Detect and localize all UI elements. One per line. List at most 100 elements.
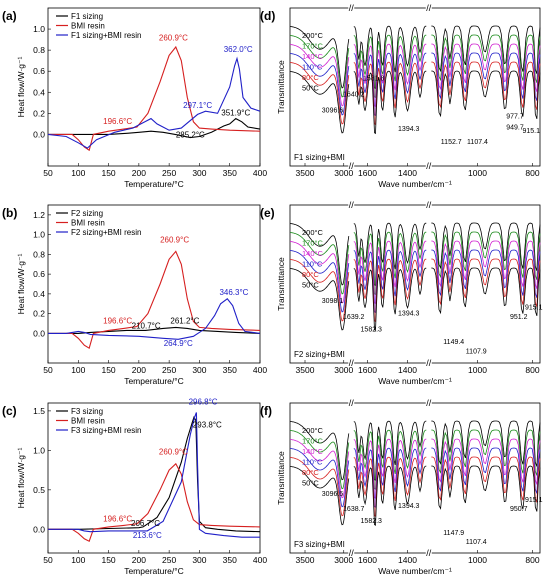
band-label: 1107.4 [467, 139, 488, 146]
spectrum-line [431, 456, 541, 503]
axis-break-mark: // [349, 3, 355, 13]
temperature-label: 110°C [302, 63, 323, 72]
peak-annotation: 210.7°C [132, 321, 161, 330]
x-tick-label: 50 [43, 365, 53, 375]
y-axis-label: Transmittance [276, 257, 286, 311]
legend-entry: F3 sizing [71, 407, 103, 416]
sample-label: F2 sizing+BMI [294, 350, 345, 359]
temperature-label: 140°C [302, 249, 324, 258]
series-line [48, 462, 261, 542]
peak-annotation: 206.7°C [131, 519, 160, 528]
y-tick-label: 0.8 [33, 45, 45, 55]
axis-break-gap [425, 361, 432, 365]
peak-annotation: 297.1°C [183, 101, 212, 110]
legend-entry: BMI resin [71, 417, 105, 426]
x-tick-label: 300 [192, 365, 206, 375]
temperature-label: 140°C [302, 52, 324, 61]
plot-frame [47, 7, 261, 167]
temperature-label: 170°C [302, 437, 324, 446]
x-tick-label: 150 [101, 168, 115, 178]
x-tick-label: 50 [43, 168, 53, 178]
band-label: 1152.7 [441, 139, 462, 146]
band-label: 1394.3 [398, 311, 420, 318]
spectrum-line [353, 52, 427, 117]
peak-annotation: 260.9°C [159, 447, 188, 456]
spectrum-line [431, 429, 541, 476]
legend-entry: F3 sizing+BMI resin [71, 426, 141, 435]
plot-frame [289, 7, 541, 167]
x-tick-label: 3000 [334, 168, 353, 178]
y-tick-label: 0.2 [33, 309, 45, 319]
ftir-panel-f: // // // // 3500 3000 1600 1400 1000 800 Wave numb… [260, 398, 543, 576]
dsc-panel-c: 50 100 150 200 250 300 350 400 0.0 0.5 1.0 1.5 Tempe… [2, 398, 267, 576]
axis-break-gap [348, 551, 355, 555]
spectrum-line [431, 52, 541, 102]
spectrum-line [289, 259, 350, 322]
x-tick-label: 1600 [358, 365, 377, 375]
legend-entry: F2 sizing [71, 209, 103, 218]
x-tick-label: 100 [71, 555, 85, 565]
y-tick-label: 1.0 [33, 230, 45, 240]
axis-break-mark: // [426, 3, 432, 13]
x-tick-label: 200 [132, 365, 146, 375]
x-tick-label: 1600 [358, 168, 377, 178]
spectrum-line [431, 34, 541, 84]
y-axis-label: Transmittance [276, 60, 286, 114]
spectrum-line [431, 231, 541, 281]
peak-annotation: 196.6°C [103, 514, 132, 523]
x-tick-label: 250 [162, 365, 176, 375]
panel-label: (c) [2, 404, 17, 418]
spectrum-line [289, 62, 350, 125]
x-tick-label: 150 [101, 365, 115, 375]
axis-break-gap [425, 551, 432, 555]
axis-break-mark: // [426, 358, 432, 368]
y-axis-label: Heat flow/W·g⁻¹ [16, 253, 26, 314]
legend-entry: BMI resin [71, 219, 105, 228]
peak-annotation: 293.8°C [193, 420, 222, 429]
x-axis-label: Temperature/°C [124, 376, 184, 386]
axis-break-mark: // [349, 161, 355, 171]
spectrum-line [353, 222, 427, 287]
band-label: 950.7 [510, 506, 528, 513]
x-tick-label: 1000 [468, 168, 487, 178]
spectrum-line [289, 439, 350, 499]
spectrum-line [289, 250, 350, 313]
axis-break-gap [348, 402, 355, 405]
x-tick-label: 50 [43, 555, 53, 565]
band-label: 1581.8 [363, 76, 385, 83]
x-tick-label: 400 [253, 365, 267, 375]
y-tick-label: 0.6 [33, 66, 45, 76]
spectrum-line [289, 448, 350, 508]
peak-annotation: 260.9°C [159, 34, 188, 43]
temperature-label: 80°C [302, 73, 319, 82]
spectrum-line [431, 258, 541, 308]
y-tick-label: 1.0 [33, 24, 45, 34]
y-tick-label: 0.4 [33, 289, 45, 299]
spectrum-line [431, 438, 541, 485]
spectrum-line [431, 43, 541, 93]
peak-annotation: 196.6°C [103, 317, 132, 326]
spectrum-line [353, 34, 427, 99]
spectrum-line [431, 222, 541, 272]
ftir-panel-d: // // // // 3500 3000 1600 1400 1000 800 Wave numb… [260, 3, 541, 189]
y-tick-label: 0.6 [33, 269, 45, 279]
band-label: 1107.4 [466, 539, 487, 546]
band-label: 1582.3 [361, 518, 383, 525]
axis-break-gap [425, 164, 432, 168]
y-tick-label: 1.2 [33, 210, 45, 220]
x-tick-label: 250 [162, 168, 176, 178]
x-tick-label: 3000 [334, 555, 353, 565]
band-label: 951.2 [510, 314, 528, 321]
spectrum-line [353, 61, 427, 126]
x-tick-label: 800 [525, 555, 539, 565]
temperature-label: 110°C [302, 260, 323, 269]
axis-break-mark: // [349, 398, 355, 408]
band-label: 1638.7 [343, 506, 365, 513]
x-tick-label: 3500 [296, 555, 315, 565]
panel-label: (d) [260, 9, 275, 23]
temperature-label: 110°C [302, 458, 323, 467]
band-label: 977.7 [506, 114, 524, 121]
series-line [48, 298, 261, 340]
spectrum-line [353, 465, 427, 526]
spectrum-line [289, 232, 350, 295]
